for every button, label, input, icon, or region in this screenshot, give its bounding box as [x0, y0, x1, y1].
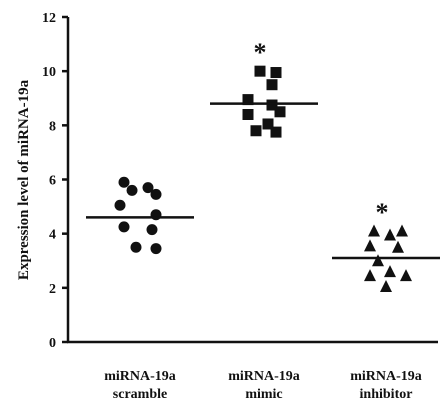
- data-point-triangle: [384, 228, 396, 241]
- y-tick-label: 4: [49, 228, 56, 243]
- y-tick-label: 2: [49, 282, 56, 297]
- data-point-square: [242, 94, 254, 106]
- y-tick-label: 12: [42, 11, 56, 26]
- x-category-label-line1: miRNA-19a: [104, 369, 176, 384]
- data-point-square: [270, 126, 282, 138]
- x-category-label-line2: scramble: [113, 387, 167, 402]
- data-point-triangle: [384, 265, 396, 278]
- data-point-square: [266, 99, 278, 111]
- data-point-circle: [130, 241, 142, 253]
- data-point-triangle: [364, 239, 376, 252]
- data-point-circle: [114, 199, 126, 211]
- data-point-circle: [118, 176, 130, 188]
- data-point-square: [274, 106, 286, 118]
- data-point-triangle: [392, 240, 404, 253]
- significance-markers: **: [254, 38, 389, 227]
- data-point-triangle: [368, 224, 380, 237]
- median-lines: [86, 102, 440, 260]
- data-point-square: [242, 109, 254, 120]
- data-point-square: [270, 67, 282, 79]
- data-point-circle: [150, 243, 162, 255]
- significance-asterisk: *: [376, 198, 389, 227]
- x-category-label-line2: mimic: [245, 387, 282, 402]
- data-point-triangle: [372, 254, 384, 267]
- x-category-label-line1: miRNA-19a: [350, 369, 422, 384]
- data-point-triangle: [364, 269, 376, 282]
- data-point-square: [254, 65, 266, 77]
- significance-asterisk: *: [254, 38, 267, 67]
- plot-points: [114, 65, 412, 292]
- data-point-circle: [126, 184, 138, 196]
- data-point-triangle: [400, 269, 412, 282]
- y-axis-title: Expression level of miRNA-19a: [16, 79, 32, 280]
- x-axis-labels: miRNA-19a scramble miRNA-19a mimic miRNA-19a…: [104, 369, 422, 402]
- data-point-circle: [146, 224, 158, 236]
- data-point-triangle: [396, 224, 408, 237]
- data-point-square: [266, 79, 278, 91]
- x-category-label-line1: miRNA-19a: [228, 369, 300, 384]
- y-tick-label: 6: [49, 174, 56, 189]
- data-point-circle: [150, 188, 162, 200]
- x-category-label-line2: inhibitor: [360, 387, 413, 402]
- data-point-square: [262, 118, 274, 130]
- y-axis-ticks: 0 2 4 6 8 10 12: [42, 11, 68, 351]
- data-point-circle: [142, 182, 154, 194]
- data-point-circle: [118, 221, 130, 233]
- y-tick-label: 10: [42, 65, 56, 80]
- data-point-square: [250, 125, 262, 137]
- data-point-triangle: [380, 279, 392, 292]
- y-tick-label: 0: [49, 336, 56, 351]
- y-tick-label: 8: [49, 119, 56, 134]
